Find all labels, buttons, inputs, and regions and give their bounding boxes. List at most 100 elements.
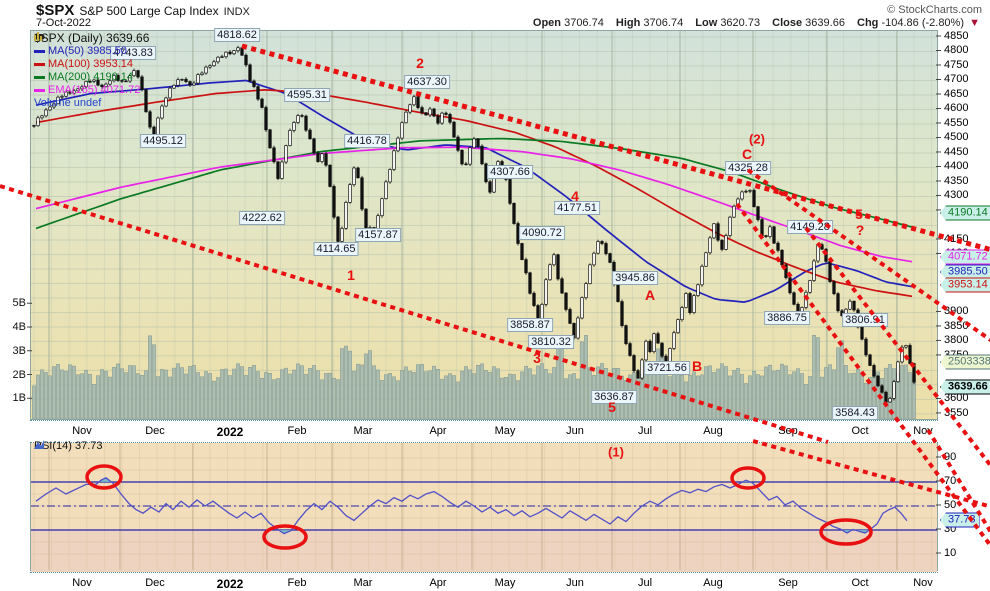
elliott-wave-label: 5 (855, 206, 863, 222)
pivot-price-label: 3810.32 (528, 335, 574, 349)
price-axis-label: 4350 (944, 174, 969, 187)
price-axis-label: 4750 (944, 58, 969, 71)
pivot-price-label: 4222.62 (239, 211, 285, 225)
volume-bars-icon (34, 32, 42, 41)
price-axis-label: 4550 (944, 116, 969, 129)
elliott-wave-label: 1 (347, 267, 355, 283)
month-label: Aug (703, 425, 723, 437)
open-value: 3706.74 (564, 17, 604, 29)
month-label: Nov (913, 425, 933, 437)
pivot-price-label: 4743.83 (110, 46, 156, 60)
month-label: Nov (72, 425, 92, 437)
legend-title-row: $SPX (Daily) 3639.66 (34, 32, 149, 45)
price-axis-label: 3850 (944, 319, 969, 332)
month-label: 2022 (216, 577, 244, 591)
rsi-value-tag: 37.73 (940, 512, 980, 528)
legend-volume-label: Volume undef (34, 97, 102, 109)
price-axis-label: 4450 (944, 145, 969, 158)
price-axis-label: 4700 (944, 73, 969, 86)
month-label: Jun (566, 577, 584, 589)
price-axis-label: 4400 (944, 160, 969, 173)
price-tag: 2503338 (940, 354, 990, 370)
rsi-wave-label: (1) (608, 444, 624, 460)
pivot-price-label: 4149.28 (787, 220, 833, 234)
pivot-price-label: 3945.86 (612, 271, 658, 285)
pivot-price-label: 4157.87 (355, 228, 401, 242)
price-axis-label: 4150 (944, 232, 969, 245)
close-value: 3639.66 (805, 17, 845, 29)
symbol: $SPX (36, 2, 75, 19)
month-label: Dec (145, 425, 165, 437)
legend-item: MA(100) 3953.14 (34, 58, 149, 71)
pivot-price-label: 3584.43 (832, 406, 878, 420)
pivot-price-label: 4818.62 (214, 28, 260, 42)
pivot-price-label: 4416.78 (344, 134, 390, 148)
open-label: Open (532, 17, 562, 29)
legend-title: $SPX (Daily) 3639.66 (34, 31, 150, 45)
high-value: 3706.74 (643, 17, 684, 29)
rsi-axis-label: 10 (944, 547, 957, 559)
price-tag: 3985.50 (940, 264, 990, 280)
legend-item: EMA(165) 4071.72 (34, 84, 149, 97)
quote-line: Open 3706.74 High 3706.74 Low 3620.73 Cl… (524, 17, 964, 29)
month-label: May (494, 577, 516, 589)
pivot-price-label: 4595.31 (284, 88, 330, 102)
elliott-wave-label: C (741, 146, 753, 162)
rsi-axis-label: 90 (944, 451, 957, 463)
price-axis-label: 4800 (944, 44, 969, 57)
elliott-wave-label: 3 (533, 350, 541, 366)
pivot-price-label: 4495.12 (140, 134, 186, 148)
legend-volume-row: Volume undef (34, 32, 149, 110)
elliott-wave-label: (2) (749, 131, 765, 147)
date-axis-top: Nov Dec 2022 Feb Mar Apr May Jun Jul Aug Sep Oct Nov (30, 420, 938, 443)
month-label: Apr (429, 425, 447, 437)
date-axis-bottom: Nov Dec 2022 Feb Mar Apr May Jun Jul Aug Sep Oct Nov (30, 572, 938, 591)
pivot-price-label: 4637.30 (404, 75, 450, 89)
legend-item-label: MA(200) 4190.14 (48, 71, 133, 83)
month-label: Jun (566, 425, 584, 437)
pivot-price-label: 3886.75 (764, 311, 810, 325)
elliott-wave-label: ? (855, 222, 865, 238)
price-axis-label: 3900 (944, 305, 969, 318)
chg-value: -104.86 (-2.80%) (881, 17, 964, 29)
volume-axis-label: 5B (12, 297, 26, 310)
volume-axis-label: 1B (12, 392, 26, 405)
price-axis-label: 4500 (944, 131, 969, 144)
price-axis-label: 3800 (944, 334, 969, 347)
price-axis-label: 4850 (944, 30, 969, 42)
rsi-legend: RSI(14) 37.73 (34, 440, 102, 452)
volume-axis-label: 4B (12, 321, 26, 333)
volume-axis-label: 2B (12, 368, 26, 381)
pivot-price-label: 3858.87 (507, 318, 553, 332)
dropdown-arrow-icon[interactable]: ▼ (969, 17, 980, 29)
chart-date: 7-Oct-2022 (36, 17, 92, 29)
legend-line-swatch (34, 75, 45, 79)
legend-item: MA(200) 4190.14 (34, 71, 149, 84)
indicator-icon (34, 440, 44, 449)
price-tag: 4071.72 (940, 249, 990, 265)
month-label: Sep (778, 425, 798, 437)
legend-items: MA(50) 3985.50 MA(100) 3953.14 MA(200) 419… (34, 45, 149, 97)
legend-item-label: MA(100) 3953.14 (48, 58, 133, 70)
price-tag: 4190.14 (940, 205, 990, 221)
chg-label: Chg (857, 17, 879, 29)
price-tag: 3953.14 (940, 277, 990, 293)
price-axis-label: 4650 (944, 87, 969, 100)
volume-axis-label: 3B (12, 344, 26, 357)
pivot-price-label: 3806.91 (842, 313, 888, 327)
low-label: Low (695, 17, 718, 29)
month-label: Aug (703, 577, 723, 589)
month-label: Nov (72, 577, 92, 589)
pivot-price-label: 4114.65 (313, 242, 359, 256)
legend-item-label: EMA(165) 4071.72 (48, 84, 141, 96)
month-label: Jul (637, 577, 653, 589)
price-tag: 3639.66 (940, 379, 990, 395)
month-label: Mar (353, 577, 373, 589)
month-label: Oct (851, 425, 869, 437)
rsi-chart-canvas (31, 438, 937, 570)
month-label: Feb (287, 425, 307, 437)
legend-line-swatch (34, 88, 45, 92)
legend-item: MA(50) 3985.50 (34, 45, 149, 58)
month-label: May (494, 425, 516, 437)
